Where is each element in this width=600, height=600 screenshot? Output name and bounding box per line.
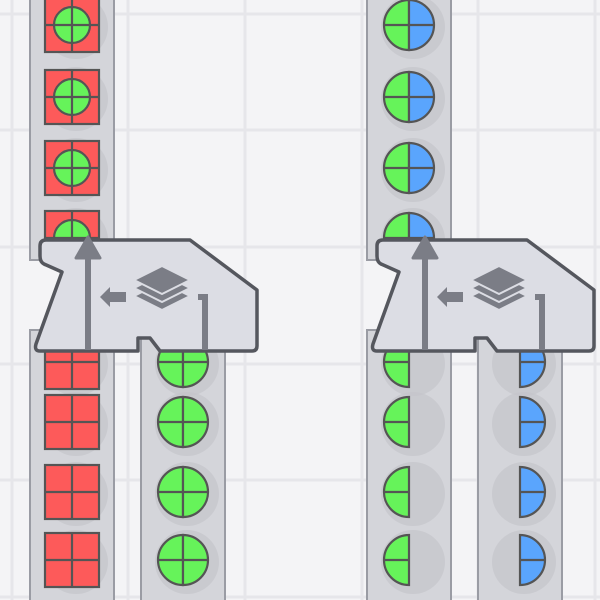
shape-item-blue-right-half [492, 392, 556, 456]
shape-item-red-square [43, 462, 108, 526]
layers-icon [133, 265, 191, 295]
cutter-left[interactable] [33, 235, 259, 353]
shape-item-green-circle [155, 530, 219, 594]
up-arrow-head-icon [74, 235, 102, 260]
shape-item-green-blue-circle [381, 0, 445, 59]
shape-item-red-square [43, 530, 108, 594]
left-arrow-icon [437, 287, 463, 307]
conveyor-belt[interactable] [366, 329, 452, 600]
conveyor-belt[interactable] [477, 329, 563, 600]
shape-item-blue-right-half [492, 462, 556, 526]
left-arrow-icon [100, 287, 126, 307]
shape-item-green-circle [155, 392, 219, 456]
shape-item-green-blue-circle [381, 67, 445, 131]
conveyor-belt[interactable] [366, 0, 452, 272]
shape-item-red-square [43, 392, 108, 456]
cutter-right[interactable] [370, 235, 596, 353]
shape-item-red-square-with-green-circle [43, 138, 108, 202]
layers-icon [470, 265, 528, 295]
shape-item-green-circle [155, 462, 219, 526]
shape-item-green-left-half [381, 462, 445, 526]
output-path-icon [535, 294, 545, 350]
conveyor-belt[interactable] [29, 0, 115, 272]
shape-item-green-left-half [381, 530, 445, 594]
shape-item-red-square-with-green-circle [43, 67, 108, 131]
shape-item-green-left-half [381, 392, 445, 456]
conveyor-belt[interactable] [140, 329, 226, 600]
shape-item-red-square-with-green-circle [43, 0, 108, 59]
output-path-icon [198, 294, 208, 350]
up-arrow-head-icon [411, 235, 439, 260]
shape-item-blue-right-half [492, 530, 556, 594]
conveyor-belt[interactable] [29, 329, 115, 600]
shape-item-green-blue-circle [381, 138, 445, 202]
